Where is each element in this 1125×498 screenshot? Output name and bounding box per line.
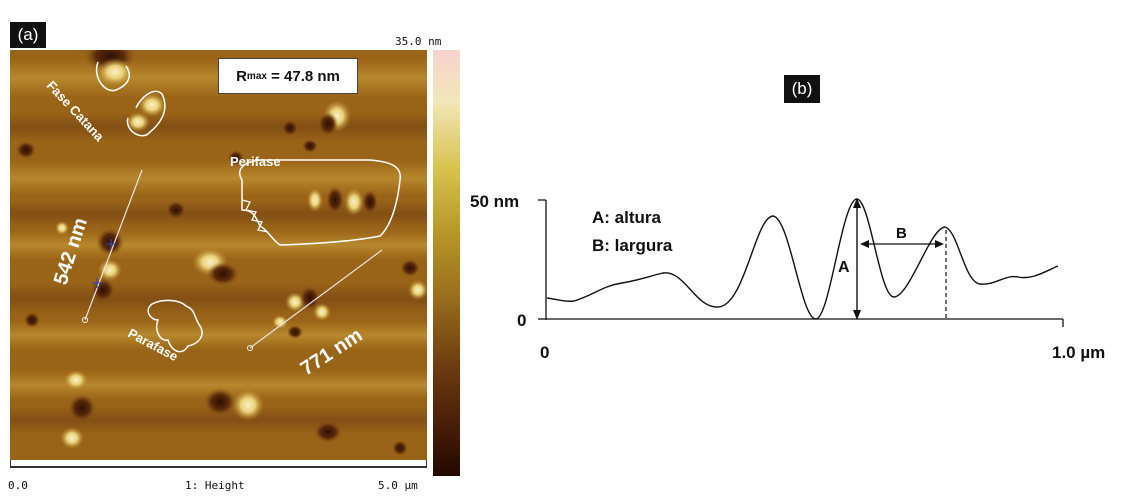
x-start-label: 0 <box>540 343 549 362</box>
rmax-subscript: max <box>246 70 267 82</box>
afm-axis-end: 5.0 µm <box>378 479 418 492</box>
afm-x-tick-end <box>426 460 427 468</box>
panel-b-label: (b) <box>784 75 820 103</box>
afm-axis-start: 0.0 <box>8 479 28 492</box>
label-perifase: Perifase <box>230 154 281 169</box>
marker-a-label: A <box>838 259 850 276</box>
legend-largura: B: largura <box>592 236 673 255</box>
width-arrow-right <box>935 240 944 248</box>
marker-b-label: B <box>896 225 907 242</box>
rmax-prefix: R <box>236 67 247 85</box>
height-arrow-bottom <box>853 310 861 320</box>
height-arrow-top <box>853 198 861 208</box>
height-color-scale <box>433 50 460 476</box>
legend-altura: A: altura <box>592 208 662 227</box>
x-end-label: 1.0 µm <box>1052 343 1105 362</box>
afm-x-tick-start <box>10 460 11 468</box>
scale-max-label: 35.0 nm <box>395 35 442 48</box>
width-arrow-left <box>860 240 869 248</box>
afm-x-axis-line <box>10 466 427 468</box>
rmax-value: = 47.8 nm <box>266 67 340 85</box>
y-zero-label: 0 <box>517 311 526 330</box>
afm-axis-title: 1: Height <box>185 479 245 492</box>
afm-height-image: Fase Catana Perifase Parafase 542 nm 771… <box>10 50 427 460</box>
y-top-label: 50 nm <box>470 192 519 211</box>
afm-topography: Fase Catana Perifase Parafase 542 nm 771… <box>10 50 427 460</box>
height-profile-plot: 50 nm 0 0 1.0 µm A: altura B: largura A … <box>470 192 1105 362</box>
panel-a-label: (a) <box>10 22 46 48</box>
profile-curve <box>546 198 1059 320</box>
